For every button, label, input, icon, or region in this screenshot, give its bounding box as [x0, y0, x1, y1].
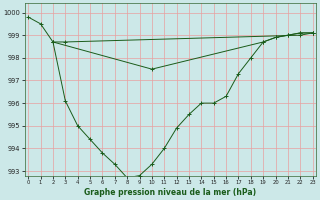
X-axis label: Graphe pression niveau de la mer (hPa): Graphe pression niveau de la mer (hPa) — [84, 188, 257, 197]
